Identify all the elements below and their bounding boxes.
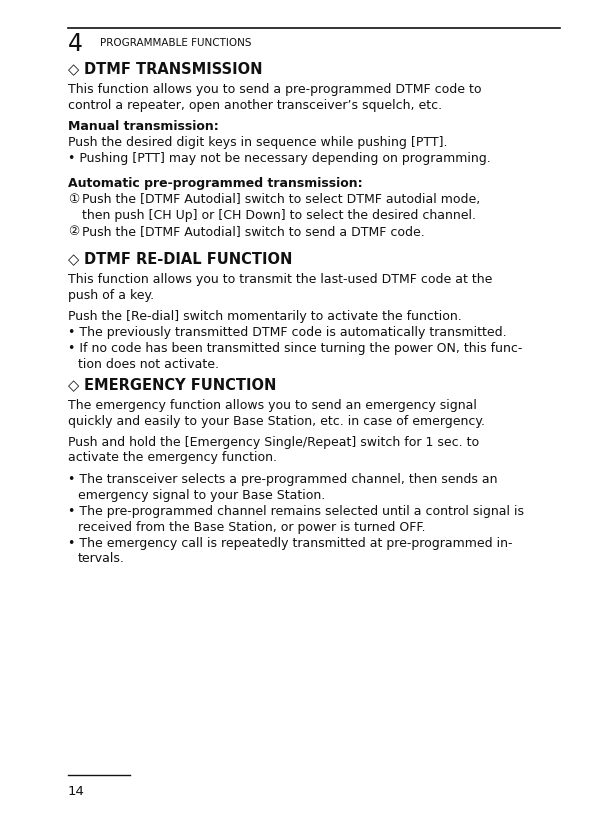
Text: emergency signal to your Base Station.: emergency signal to your Base Station. [78,489,325,502]
Text: received from the Base Station, or power is turned OFF.: received from the Base Station, or power… [78,521,426,534]
Text: • If no code has been transmitted since turning the power ON, this func-: • If no code has been transmitted since … [68,342,522,355]
Text: tion does not activate.: tion does not activate. [78,357,219,370]
Text: control a repeater, open another transceiver’s squelch, etc.: control a repeater, open another transce… [68,99,442,112]
Text: Push the [DTMF Autodial] switch to send a DTMF code.: Push the [DTMF Autodial] switch to send … [82,225,425,238]
Text: quickly and easily to your Base Station, etc. in case of emergency.: quickly and easily to your Base Station,… [68,415,485,428]
Text: Push the [Re-dial] switch momentarily to activate the function.: Push the [Re-dial] switch momentarily to… [68,310,462,323]
Text: • The pre-programmed channel remains selected until a control signal is: • The pre-programmed channel remains sel… [68,505,524,518]
Text: EMERGENCY FUNCTION: EMERGENCY FUNCTION [84,378,276,393]
Text: push of a key.: push of a key. [68,289,154,301]
Text: activate the emergency function.: activate the emergency function. [68,451,277,464]
Text: • The emergency call is repeatedly transmitted at pre-programmed in-: • The emergency call is repeatedly trans… [68,537,513,550]
Text: 4: 4 [68,32,83,56]
Text: Push the desired digit keys in sequence while pushing [PTT].: Push the desired digit keys in sequence … [68,136,447,149]
Text: The emergency function allows you to send an emergency signal: The emergency function allows you to sen… [68,399,477,412]
Text: then push [CH Up] or [CH Down] to select the desired channel.: then push [CH Up] or [CH Down] to select… [82,209,476,221]
Text: This function allows you to send a pre-programmed DTMF code to: This function allows you to send a pre-p… [68,83,482,96]
Text: This function allows you to transmit the last-used DTMF code at the: This function allows you to transmit the… [68,273,493,286]
Text: ◇: ◇ [68,62,79,77]
Text: ②: ② [68,225,79,238]
Text: 14: 14 [68,785,85,798]
Text: • Pushing [PTT] may not be necessary depending on programming.: • Pushing [PTT] may not be necessary dep… [68,152,491,165]
Text: • The transceiver selects a pre-programmed channel, then sends an: • The transceiver selects a pre-programm… [68,473,497,486]
Text: Push and hold the [Emergency Single/Repeat] switch for 1 sec. to: Push and hold the [Emergency Single/Repe… [68,436,479,449]
Text: DTMF TRANSMISSION: DTMF TRANSMISSION [84,62,262,77]
Text: ①: ① [68,193,79,206]
Text: tervals.: tervals. [78,552,125,565]
Text: Push the [DTMF Autodial] switch to select DTMF autodial mode,: Push the [DTMF Autodial] switch to selec… [82,193,480,206]
Text: ◇: ◇ [68,252,79,267]
Text: Manual transmission:: Manual transmission: [68,120,219,133]
Text: ◇: ◇ [68,378,79,393]
Text: DTMF RE-DIAL FUNCTION: DTMF RE-DIAL FUNCTION [84,252,292,267]
Text: PROGRAMMABLE FUNCTIONS: PROGRAMMABLE FUNCTIONS [100,38,251,48]
Text: Automatic pre-programmed transmission:: Automatic pre-programmed transmission: [68,177,362,190]
Text: • The previously transmitted DTMF code is automatically transmitted.: • The previously transmitted DTMF code i… [68,326,507,339]
